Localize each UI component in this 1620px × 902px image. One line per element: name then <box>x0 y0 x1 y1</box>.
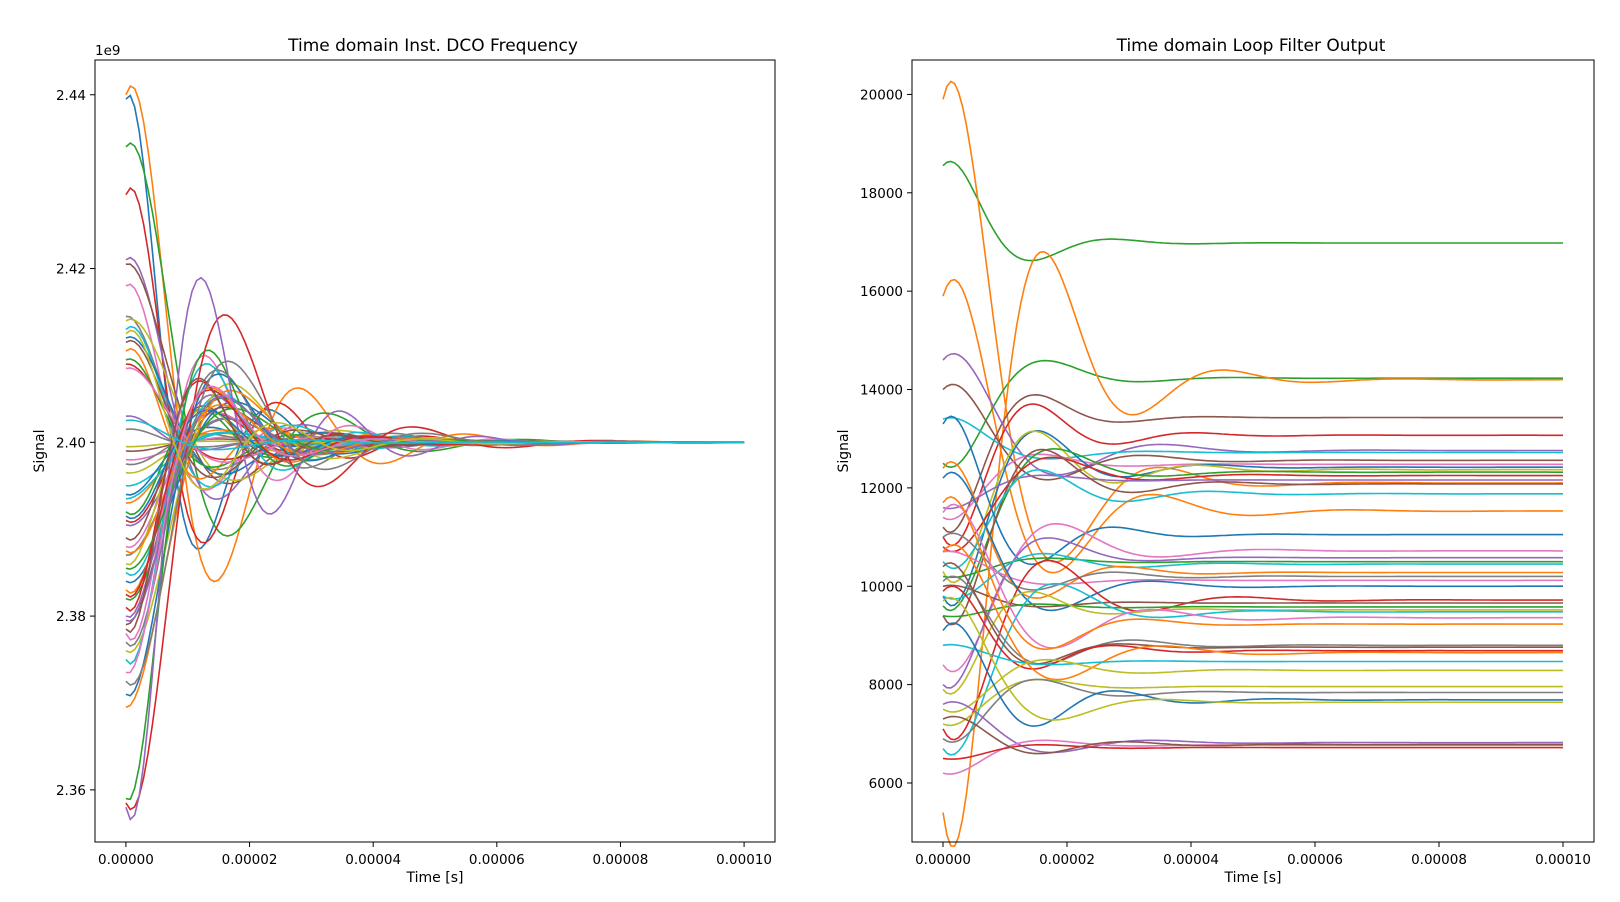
series-line <box>942 543 1563 681</box>
series-line <box>942 359 1563 469</box>
series-line <box>942 559 1564 741</box>
series-line <box>942 503 1563 649</box>
series-line <box>942 582 1563 756</box>
x-tick-label: 0.00000 <box>98 852 154 868</box>
series-line <box>942 278 1563 574</box>
series-line <box>942 453 1563 521</box>
y-offset-label: 1e9 <box>95 43 120 59</box>
series-line <box>942 701 1563 754</box>
series-line <box>942 393 1563 534</box>
series-line <box>942 468 1563 570</box>
y-tick-label: 2.36 <box>56 783 86 799</box>
series-line <box>942 550 1563 586</box>
x-tick-label: 0.00000 <box>915 852 971 868</box>
x-axis-label: Time [s] <box>406 870 464 886</box>
x-tick-label: 0.00008 <box>593 852 649 868</box>
series-group <box>942 80 1564 848</box>
series-line <box>942 715 1563 755</box>
series-line <box>942 522 1563 673</box>
chart-title: Time domain Loop Filter Output <box>1116 36 1386 56</box>
y-axis-label: Signal <box>32 429 48 472</box>
y-tick-label: 2.44 <box>56 88 86 104</box>
series-line <box>942 471 1563 612</box>
y-tick-label: 2.42 <box>56 262 86 278</box>
series-line <box>942 403 1563 547</box>
x-axis-label: Time [s] <box>1224 870 1282 886</box>
series-group <box>125 85 745 821</box>
series-line <box>125 419 745 451</box>
x-ticks: 0.00000 0.00002 0.00004 0.00006 0.00008 0.000… <box>915 842 1591 868</box>
series-line <box>942 658 1563 713</box>
y-tick-label: 2.40 <box>56 435 86 451</box>
series-line <box>942 552 1563 600</box>
y-tick-label: 8000 <box>869 678 903 694</box>
series-line <box>942 603 1563 618</box>
series-line <box>942 744 1563 760</box>
x-tick-label: 0.00010 <box>716 852 772 868</box>
series-line <box>942 383 1563 481</box>
plot-frame <box>94 59 776 843</box>
y-tick-label: 18000 <box>860 186 903 202</box>
series-line <box>942 532 1563 591</box>
series-line <box>942 416 1563 460</box>
series-line <box>942 643 1563 666</box>
series-line <box>942 561 1563 665</box>
x-tick-label: 0.00004 <box>1163 852 1219 868</box>
series-line <box>942 160 1563 262</box>
series-line <box>942 448 1563 626</box>
series-line <box>942 250 1564 848</box>
x-tick-label: 0.00010 <box>1535 852 1591 868</box>
x-tick-label: 0.00002 <box>1039 852 1095 868</box>
x-tick-label: 0.00006 <box>469 852 525 868</box>
series-line <box>942 429 1563 607</box>
y-tick-label: 16000 <box>860 284 903 300</box>
y-tick-label: 20000 <box>860 87 903 103</box>
series-line <box>942 460 1563 599</box>
chart-loop-filter-output: Time domain Loop Filter Output 0.00000 0.… <box>836 36 1595 886</box>
x-ticks: 0.00000 0.00002 0.00004 0.00006 0.00008 0.000… <box>98 842 772 868</box>
chart-title: Time domain Inst. DCO Frequency <box>287 36 578 56</box>
y-tick-label: 10000 <box>860 579 903 595</box>
y-tick-label: 6000 <box>869 776 903 792</box>
x-tick-label: 0.00008 <box>1411 852 1467 868</box>
x-tick-label: 0.00004 <box>345 852 401 868</box>
y-tick-label: 2.38 <box>56 609 86 625</box>
series-line <box>942 537 1563 689</box>
x-tick-label: 0.00006 <box>1287 852 1343 868</box>
y-ticks: 2.36 2.38 2.40 2.42 2.44 <box>56 88 95 799</box>
y-ticks: 6000 8000 10000 12000 14000 16000 18000 20000 <box>860 87 912 792</box>
y-tick-label: 14000 <box>860 383 903 399</box>
series-line <box>942 474 1563 510</box>
y-axis-label: Signal <box>836 429 852 472</box>
series-line <box>942 456 1563 553</box>
series-line <box>942 415 1563 566</box>
series-line <box>942 596 1563 721</box>
series-line <box>942 496 1563 651</box>
series-line <box>942 678 1563 744</box>
chart-dco-frequency: Time domain Inst. DCO Frequency 1e9 0.00… <box>32 36 776 886</box>
series-line <box>942 352 1563 476</box>
series-line <box>942 622 1563 727</box>
series-line <box>942 584 1563 608</box>
series-line <box>942 585 1563 670</box>
plot-frame <box>911 59 1595 843</box>
series-line <box>942 430 1563 584</box>
x-tick-label: 0.00002 <box>222 852 278 868</box>
series-line <box>942 557 1563 579</box>
y-tick-label: 12000 <box>860 481 903 497</box>
